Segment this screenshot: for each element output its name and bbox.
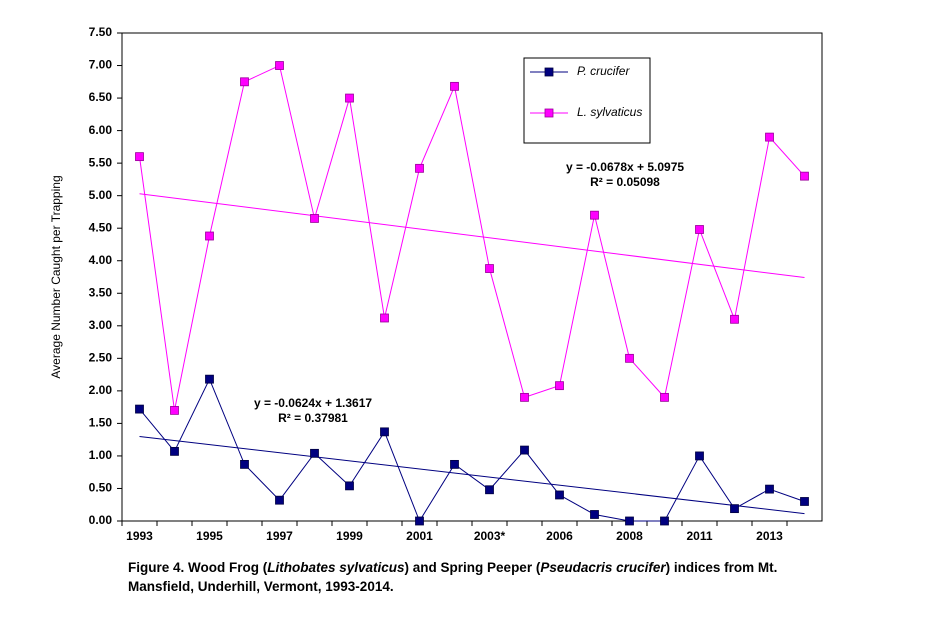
marker [310, 214, 319, 223]
series-line [139, 64, 805, 411]
marker [485, 485, 494, 495]
legend-marker [544, 67, 554, 77]
x-tick-label: 2003* [474, 529, 506, 543]
marker [205, 231, 214, 241]
marker [275, 61, 284, 70]
y-tick-label: 2.00 [89, 383, 113, 397]
marker [240, 77, 249, 87]
marker [625, 516, 634, 526]
x-tick-label: 2013 [756, 529, 783, 543]
marker [450, 459, 459, 469]
marker [380, 427, 389, 437]
marker [590, 210, 599, 220]
marker [135, 404, 144, 414]
x-tick-label: 2008 [616, 529, 643, 543]
series-line [139, 377, 805, 523]
trend-line [139, 193, 805, 279]
caption-line: Mansfield, Underhill, Vermont, 1993-2014… [128, 579, 394, 594]
marker [345, 93, 354, 103]
marker [520, 392, 529, 402]
y-tick-label: 4.00 [89, 253, 113, 267]
marker [135, 152, 144, 162]
caption-part: Figure 4. Wood Frog ( [128, 560, 268, 575]
x-tick-label: 2006 [546, 529, 573, 543]
marker [205, 374, 214, 384]
caption-part: Pseudacris crucifer [540, 560, 666, 575]
trend-r2: R² = 0.05098 [590, 175, 660, 189]
x-tick-label: 1993 [126, 529, 153, 543]
trend-equation: y = -0.0678x + 5.0975 [566, 160, 684, 174]
marker [660, 392, 669, 402]
trend-r2: R² = 0.37981 [278, 411, 348, 425]
y-tick-label: 1.50 [89, 416, 113, 430]
x-tick-label: 2001 [406, 529, 433, 543]
y-tick-label: 0.00 [89, 513, 113, 527]
marker [380, 313, 389, 323]
marker [660, 516, 669, 526]
marker [555, 381, 564, 391]
y-tick-label: 5.00 [89, 188, 113, 202]
y-tick-label: 7.00 [89, 58, 113, 72]
caption-line: Figure 4. Wood Frog (Lithobates sylvatic… [128, 560, 777, 575]
marker [170, 446, 179, 456]
legend-marker [544, 108, 554, 118]
y-tick-label: 6.00 [89, 123, 113, 137]
marker [695, 225, 704, 234]
y-tick-label: 1.00 [89, 448, 113, 462]
marker [800, 171, 809, 181]
marker [730, 314, 739, 324]
legend-label: L. sylvaticus [577, 105, 642, 119]
y-tick-label: 2.50 [89, 351, 113, 365]
x-tick-label: 2011 [686, 529, 712, 543]
y-tick-label: 6.50 [89, 90, 113, 104]
marker [555, 490, 564, 500]
y-axis-label: Average Number Caught per Trapping [49, 175, 63, 378]
marker [345, 481, 354, 491]
legend-label: P. crucifer [577, 64, 630, 78]
marker [590, 510, 599, 519]
marker [625, 353, 634, 363]
y-tick-label: 3.50 [89, 285, 113, 299]
marker [765, 484, 774, 494]
x-tick-label: 1999 [336, 529, 363, 543]
marker [800, 497, 809, 506]
caption-part: ) indices from Mt. [666, 560, 778, 575]
x-tick-label: 1995 [196, 529, 223, 543]
marker [730, 504, 739, 514]
marker [765, 132, 774, 142]
caption-part: Mansfield, Underhill, Vermont, 1993-2014… [128, 579, 394, 594]
marker [695, 451, 704, 461]
marker [485, 264, 494, 273]
trend-equation: y = -0.0624x + 1.3617 [254, 396, 372, 410]
marker [520, 445, 529, 455]
x-tick-label: 1997 [266, 529, 293, 543]
marker [310, 448, 319, 458]
marker [415, 163, 424, 173]
y-tick-label: 5.50 [89, 155, 113, 169]
trend-line [139, 435, 805, 515]
marker [450, 81, 459, 91]
marker [415, 516, 424, 526]
y-tick-label: 0.50 [89, 481, 113, 495]
marker [275, 495, 284, 505]
marker [170, 405, 179, 415]
caption-part: ) and Spring Peeper ( [405, 560, 541, 575]
marker [240, 459, 249, 469]
y-tick-label: 3.00 [89, 318, 113, 332]
y-tick-label: 7.50 [89, 25, 113, 39]
plot-frame [121, 32, 823, 522]
y-tick-label: 4.50 [89, 220, 113, 234]
caption-part: Lithobates sylvaticus [267, 560, 405, 575]
